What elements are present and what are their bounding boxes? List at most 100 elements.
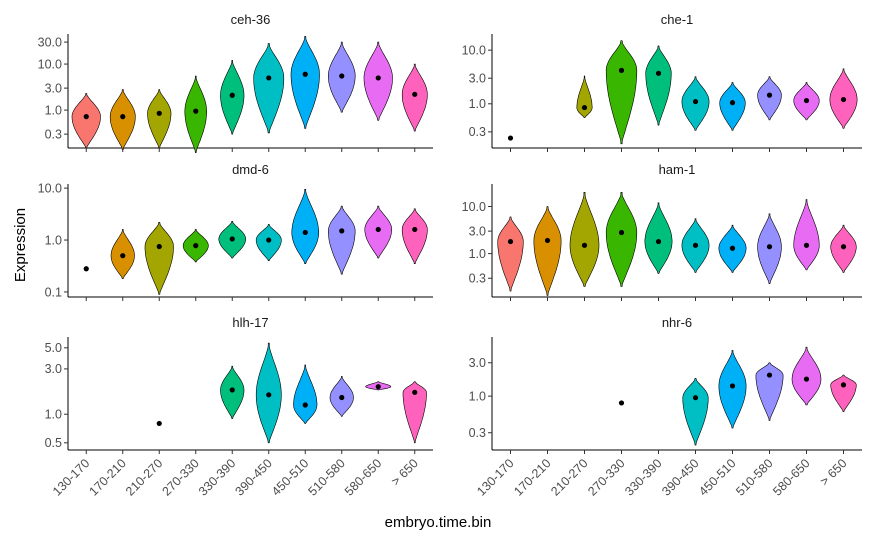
median-point-nhr-6-270-330 (618, 400, 625, 406)
x-tick-label: 170-210 (87, 456, 129, 498)
y-tick-label: 0.3 (469, 426, 486, 440)
median-point-ham-1-170-210 (544, 237, 551, 244)
x-tick-label: 390-450 (233, 456, 275, 498)
facet-panel-che-1: che-1 0.3 1.0 3.0 10.0 (462, 12, 862, 152)
median-point-dmd-6-270-330 (193, 243, 199, 249)
median-point-nhr-6-390-450 (692, 395, 699, 401)
violin-dmd-6-450-510 (291, 188, 319, 265)
median-point-ham-1-> 650 (840, 244, 847, 250)
violin-dmd-6-510-580 (327, 205, 356, 275)
median-point-che-1-450-510 (729, 100, 736, 106)
x-tick-label: 210-270 (548, 456, 590, 498)
x-tick-label: 270-330 (160, 456, 202, 498)
x-tick-label: 270-330 (585, 456, 627, 498)
y-tick-label: 3.0 (469, 224, 486, 238)
facet-title: hlh-17 (232, 315, 268, 330)
median-point-ceh-36-450-510 (302, 71, 308, 77)
y-tick-label: 0.3 (469, 272, 486, 286)
y-tick-label: 0.1 (45, 285, 62, 299)
median-point-dmd-6-170-210 (120, 253, 126, 259)
x-tick-label: > 650 (389, 456, 421, 488)
violin-ham-1-330-390 (644, 202, 673, 274)
violin-nhr-6-> 650 (830, 374, 857, 413)
violin-che-1-210-270 (576, 75, 593, 119)
median-point-che-1-130-170 (507, 135, 514, 141)
median-point-ceh-36-210-270 (156, 110, 162, 116)
x-tick-label: 510-580 (306, 456, 348, 498)
y-tick-label: 0.3 (469, 125, 486, 139)
y-tick-label: 1.0 (469, 247, 486, 261)
median-point-nhr-6-450-510 (729, 383, 736, 389)
x-tick-label: 130-170 (474, 456, 516, 498)
y-tick-label: 0.3 (45, 127, 62, 141)
y-tick-label: 1.0 (469, 97, 486, 111)
violin-ceh-36-170-210 (109, 89, 136, 150)
x-axis-title: embryo.time.bin (385, 514, 492, 531)
y-tick-label: 10.0 (38, 181, 62, 195)
median-point-hlh-17-390-450 (266, 392, 272, 398)
median-point-dmd-6-580-650 (375, 226, 381, 233)
x-tick-label: 330-390 (196, 456, 238, 498)
median-point-hlh-17-450-510 (302, 402, 308, 408)
facet-title: dmd-6 (232, 162, 269, 177)
median-point-dmd-6-330-390 (229, 236, 235, 242)
violin-ceh-36-450-510 (290, 36, 320, 129)
y-tick-label: 3.0 (469, 72, 486, 86)
median-point-hlh-17-580-650 (375, 384, 381, 390)
violin-dmd-6-> 650 (401, 208, 428, 265)
facet-title: ham-1 (659, 162, 696, 177)
violin-ham-1-580-650 (793, 199, 820, 271)
violin-che-1-270-330 (605, 40, 638, 145)
median-point-hlh-17-> 650 (412, 389, 418, 395)
median-point-ham-1-330-390 (655, 238, 662, 245)
x-tick-label: 580-650 (342, 456, 384, 498)
violin-ham-1-270-330 (605, 191, 638, 287)
median-point-che-1-210-270 (581, 104, 588, 111)
x-tick-label: 130-170 (50, 456, 92, 498)
violin-dmd-6-210-270 (144, 221, 174, 295)
x-tick-label: 450-510 (696, 456, 738, 498)
y-tick-label: 10.0 (38, 57, 62, 71)
median-point-ham-1-450-510 (729, 245, 736, 251)
y-axis-title: Expression (12, 208, 29, 282)
median-point-nhr-6-510-580 (766, 372, 773, 378)
facet-panel-ham-1: ham-1 0.3 1.0 3.0 10.0 (462, 162, 862, 301)
violin-che-1-510-580 (757, 76, 782, 121)
violin-ceh-36-580-650 (363, 41, 393, 121)
median-point-ham-1-270-330 (618, 229, 625, 236)
median-point-ham-1-510-580 (766, 244, 773, 250)
median-point-ceh-36-330-390 (229, 92, 235, 98)
y-tick-label: 1.0 (45, 408, 62, 422)
violin-nhr-6-450-510 (718, 350, 747, 429)
violin-dmd-6-580-650 (364, 205, 392, 259)
violin-ham-1-170-210 (533, 206, 562, 296)
facet-title: nhr-6 (662, 315, 692, 330)
median-point-che-1-510-580 (766, 92, 773, 98)
facet-panel-ceh-36: ceh-36 0.3 1.0 3.0 10.0 30.0 (38, 12, 433, 153)
y-tick-label: 30.0 (38, 35, 62, 49)
median-point-che-1-> 650 (840, 96, 847, 103)
violin-nhr-6-390-450 (682, 377, 709, 446)
median-point-dmd-6-450-510 (302, 229, 308, 236)
median-point-che-1-330-390 (655, 70, 662, 76)
facet-panel-hlh-17: hlh-17 0.5 1.0 3.0 5.0 130-170170-210210-2702… (45, 315, 433, 499)
median-point-ceh-36-> 650 (412, 91, 418, 97)
y-tick-label: 3.0 (45, 81, 62, 95)
y-tick-label: 0.5 (45, 436, 62, 450)
y-tick-label: 5.0 (45, 341, 62, 355)
violin-ham-1-130-170 (497, 216, 524, 292)
violin-ceh-36-210-270 (147, 89, 172, 149)
violin-che-1-450-510 (719, 82, 746, 131)
violin-ceh-36-130-170 (71, 93, 101, 149)
median-point-ham-1-130-170 (507, 238, 514, 245)
facet-title: che-1 (661, 12, 694, 27)
median-point-ham-1-580-650 (803, 242, 810, 248)
median-point-dmd-6-210-270 (156, 243, 162, 250)
violin-che-1-330-390 (645, 45, 672, 126)
x-tick-label: 170-210 (511, 456, 553, 498)
x-tick-label: 210-270 (123, 456, 165, 498)
median-point-ceh-36-170-210 (120, 114, 126, 120)
y-tick-label: 1.0 (469, 389, 486, 403)
x-tick-label: > 650 (817, 456, 849, 488)
violin-ceh-36-270-330 (184, 75, 208, 153)
